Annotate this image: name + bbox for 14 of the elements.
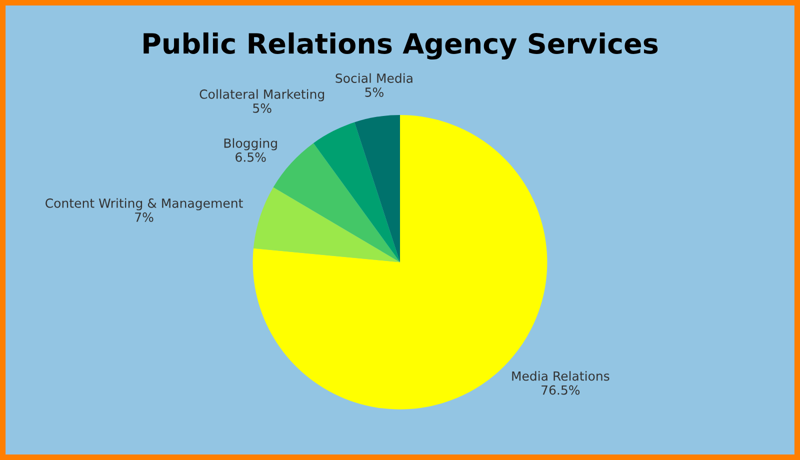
pie-slice: [313, 122, 400, 262]
pie-slice: [253, 187, 400, 262]
slice-label: Blogging: [224, 138, 277, 150]
data-label: 76.5%: [542, 385, 580, 395]
slice-label: Media Relations: [512, 371, 610, 381]
data-label: 5%: [365, 87, 384, 97]
chart-title: Public Relations Agency Services: [144, 32, 658, 60]
slice-label: Social Media: [336, 73, 412, 83]
data-label: 6.5%: [236, 152, 266, 162]
data-label: 5%: [253, 103, 272, 113]
pie-slice: [354, 115, 400, 262]
slice-label: Content Writing & Management: [46, 198, 243, 210]
slice-label: Collateral Marketing: [200, 89, 324, 102]
data-label: 7%: [135, 212, 154, 222]
